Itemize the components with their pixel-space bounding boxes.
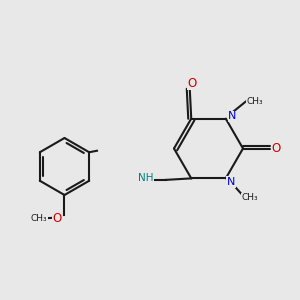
Text: CH₃: CH₃ [242,194,258,202]
Text: O: O [52,212,62,226]
Text: CH₃: CH₃ [31,214,47,223]
Text: O: O [272,142,280,155]
Text: N: N [227,177,235,187]
Text: N: N [228,111,236,121]
Text: O: O [187,77,196,90]
Text: NH: NH [138,173,153,183]
Text: CH₃: CH₃ [246,97,263,106]
